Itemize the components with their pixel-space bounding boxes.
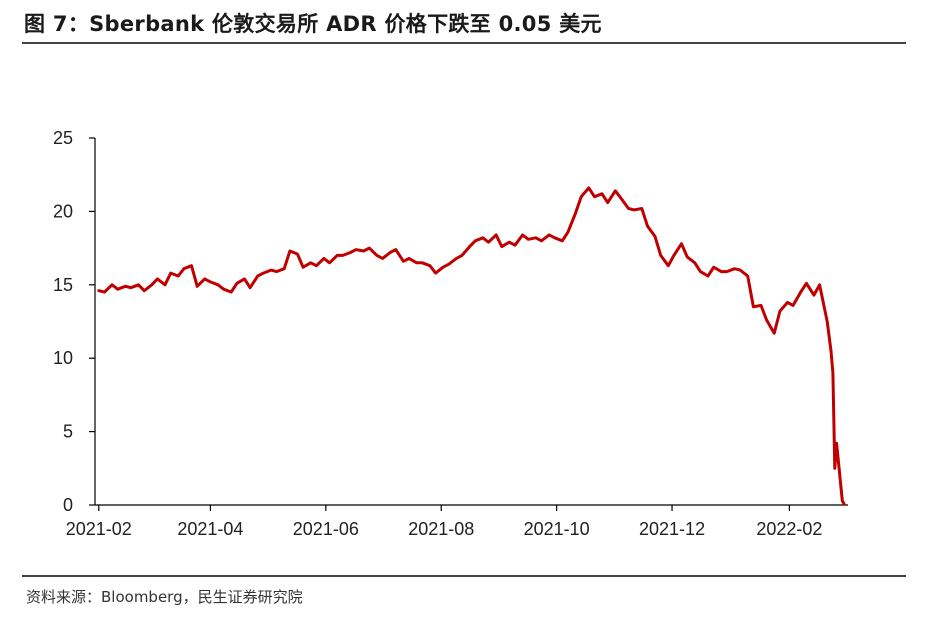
y-axis-ticks: 0 5 10 15 20 25 <box>53 128 95 515</box>
x-axis-ticks: 2021-02 2021-04 2021-06 2021-08 2021-10 2021-… <box>66 505 822 539</box>
y-tick-label: 0 <box>63 495 73 515</box>
x-tick-label: 2021-06 <box>293 519 359 539</box>
price-series-line <box>97 186 846 506</box>
x-tick-label: 2021-08 <box>408 519 474 539</box>
x-tick-label: 2021-02 <box>66 519 132 539</box>
y-tick-label: 10 <box>53 348 73 368</box>
top-rule <box>22 42 906 44</box>
source-note: 资料来源：Bloomberg，民生证券研究院 <box>26 588 303 606</box>
x-tick-label: 2021-04 <box>177 519 243 539</box>
bottom-rule <box>22 575 906 577</box>
y-tick-label: 20 <box>53 201 73 221</box>
x-tick-label: 2021-10 <box>524 519 590 539</box>
chart-axes <box>94 138 848 506</box>
x-tick-label: 2021-12 <box>639 519 705 539</box>
y-tick-label: 5 <box>63 422 73 442</box>
x-tick-label: 2022-02 <box>756 519 822 539</box>
series-group <box>97 186 846 506</box>
page-title: 图 7：Sberbank 伦敦交易所 ADR 价格下跌至 0.05 美元 <box>24 12 602 36</box>
y-tick-label: 25 <box>53 128 73 148</box>
y-tick-label: 15 <box>53 275 73 295</box>
